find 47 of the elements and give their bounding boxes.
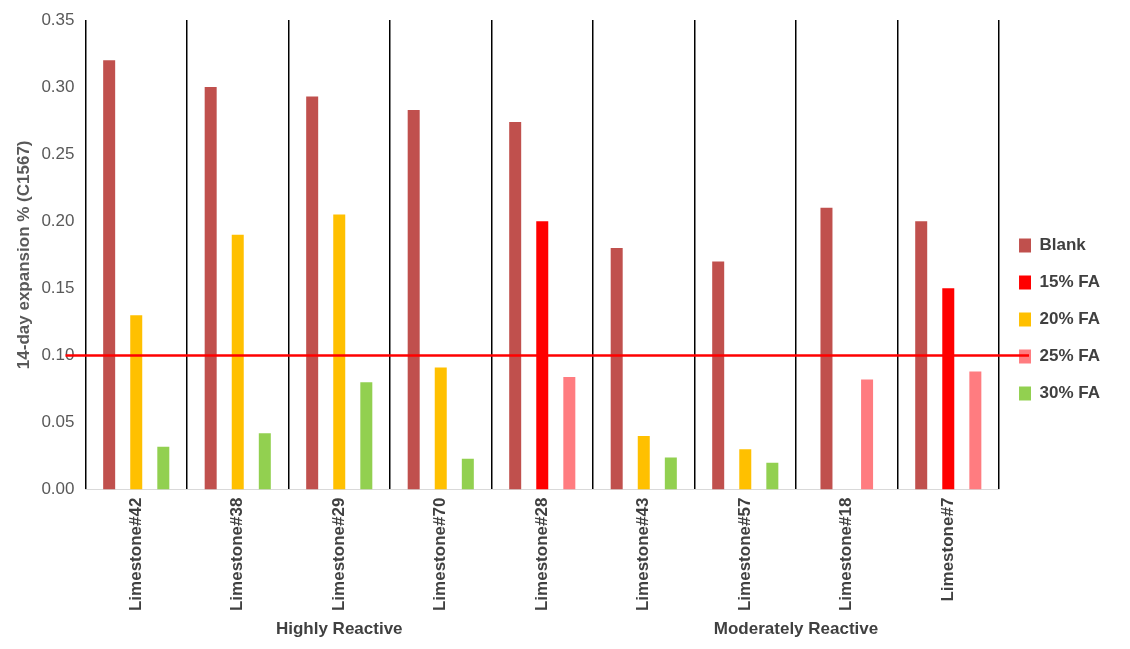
legend-label: 15% FA (1039, 272, 1101, 292)
bar (637, 435, 650, 490)
bar (915, 221, 928, 490)
bar (333, 214, 346, 490)
bar (231, 234, 244, 490)
x-tick-label: Limestone#38 (227, 497, 247, 612)
legend-label: 20% FA (1039, 309, 1101, 329)
text: Highly Reactive (275, 619, 403, 638)
x-tick-label: Limestone#29 (328, 497, 348, 612)
x-tick-label: Limestone#7 (937, 497, 957, 602)
y-tick-label: 0.30 (41, 76, 75, 96)
bar (407, 109, 420, 490)
bar (766, 462, 779, 490)
bar (103, 60, 116, 490)
y-tick-label: 0.15 (41, 278, 75, 298)
bar (130, 315, 143, 490)
legend-label: 25% FA (1039, 346, 1101, 366)
bar (712, 261, 725, 490)
bar (461, 458, 474, 490)
bar (258, 433, 271, 490)
y-tick-label: 0.20 (41, 210, 75, 230)
bar (360, 382, 373, 490)
x-tick-label: Limestone#57 (734, 497, 754, 612)
bar (739, 449, 752, 490)
x-tick-label: Limestone#28 (531, 497, 551, 612)
bar (157, 446, 170, 490)
y-tick-label: 0.00 (41, 479, 75, 499)
bar (969, 371, 982, 490)
text: Moderately Reactive (713, 619, 879, 638)
bar (306, 96, 319, 490)
x-tick-label: Limestone#18 (836, 497, 856, 612)
y-axis-title: 14-day expansion % (C1567) (13, 140, 33, 370)
y-tick-label: 0.25 (41, 143, 75, 163)
y-tick-label: 0.35 (41, 9, 75, 29)
bar (204, 87, 217, 490)
legend-label: Blank (1039, 235, 1087, 255)
bar (664, 457, 677, 490)
x-tick-label: Limestone#43 (633, 497, 653, 612)
bar (509, 121, 522, 490)
bar (610, 248, 623, 490)
bar (434, 367, 447, 490)
x-tick-label: Limestone#70 (430, 497, 450, 612)
y-tick-label: 0.10 (41, 345, 75, 365)
bar (563, 376, 576, 490)
legend-label: 30% FA (1039, 383, 1101, 403)
x-tick-label: Limestone#42 (125, 497, 145, 612)
y-tick-label: 0.05 (41, 412, 75, 432)
